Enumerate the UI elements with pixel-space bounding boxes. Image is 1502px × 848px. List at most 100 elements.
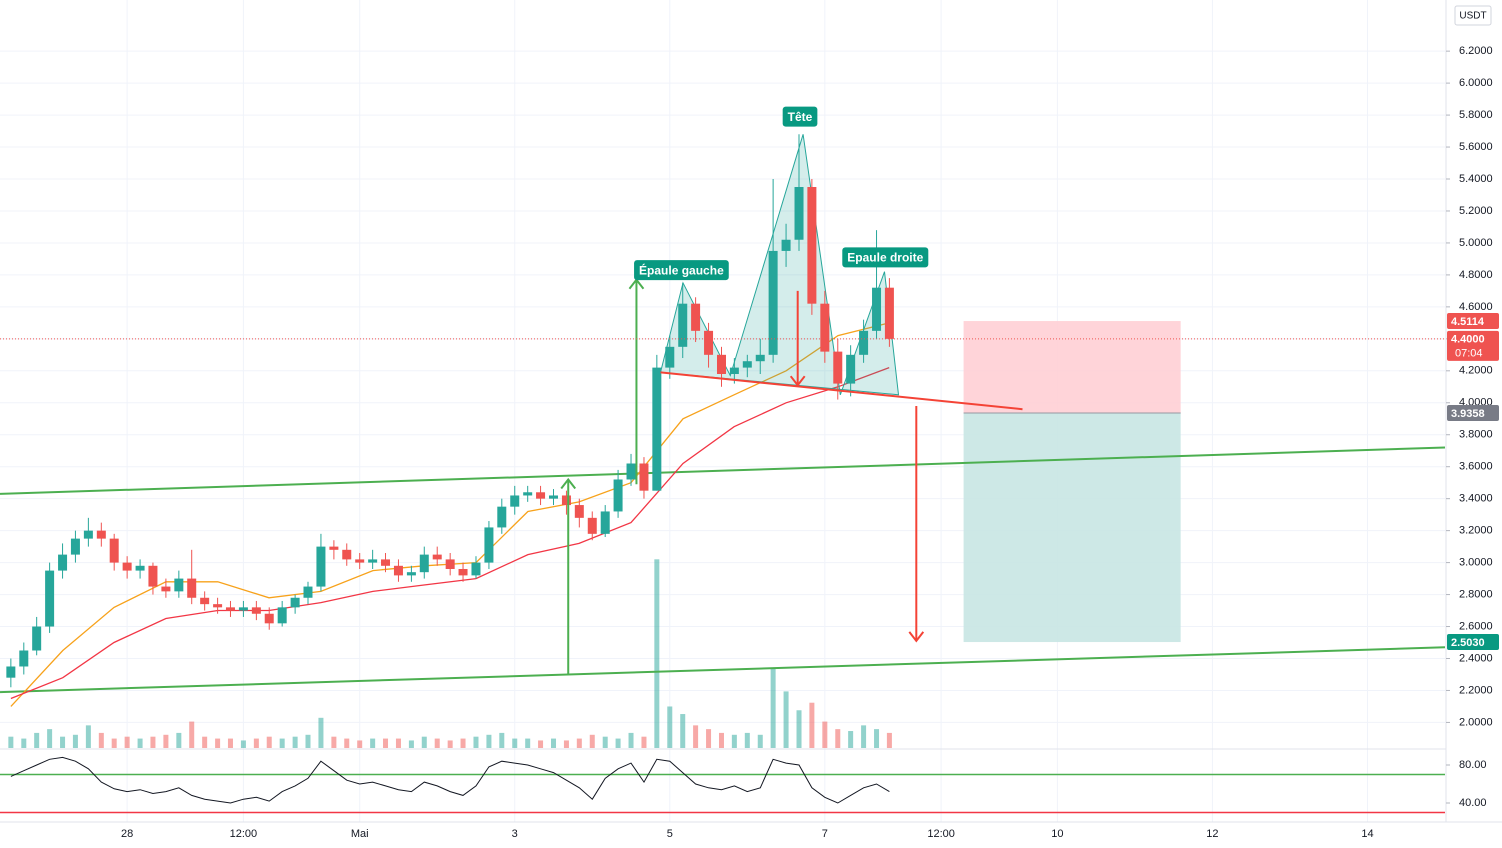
last-price-label-box bbox=[1447, 330, 1499, 361]
candle-body bbox=[148, 565, 158, 587]
candle-body bbox=[6, 666, 16, 678]
candle-body bbox=[316, 546, 326, 587]
candle-body bbox=[561, 495, 571, 506]
candle-body bbox=[510, 495, 520, 507]
candle-body bbox=[639, 463, 649, 491]
volume-bar bbox=[240, 740, 246, 748]
channel-line bbox=[0, 446, 1446, 495]
volume-bar bbox=[189, 721, 195, 748]
candle-body bbox=[755, 354, 765, 362]
volume-bar bbox=[60, 736, 66, 748]
volume-bar bbox=[667, 706, 673, 748]
volume-bar bbox=[227, 738, 233, 748]
y-tick-label: 6.2000 bbox=[1459, 45, 1493, 57]
axis-bg bbox=[1446, 0, 1502, 848]
candle-body bbox=[342, 549, 352, 560]
candle-body bbox=[393, 565, 403, 576]
y-tick-label: 4.8000 bbox=[1459, 269, 1493, 281]
volume-bar bbox=[447, 740, 453, 748]
candle-body bbox=[32, 626, 42, 651]
y-tick-label: 5.6000 bbox=[1459, 141, 1493, 153]
y-tick-label: 3.6000 bbox=[1459, 461, 1493, 473]
candle-body bbox=[45, 570, 55, 627]
volume-bar bbox=[563, 740, 569, 748]
candle-body bbox=[187, 578, 197, 598]
stop-zone bbox=[963, 321, 1181, 414]
candle-body bbox=[277, 607, 287, 624]
volume-bar bbox=[202, 736, 208, 748]
candle-body bbox=[225, 607, 235, 611]
y-tick-label: 5.0000 bbox=[1459, 237, 1493, 249]
candle-body bbox=[238, 607, 248, 611]
x-tick-label: 14 bbox=[1361, 828, 1373, 840]
y-tick-label: 2.8000 bbox=[1459, 588, 1493, 600]
candle-body bbox=[19, 650, 29, 667]
candle-body bbox=[820, 303, 830, 352]
candle-body bbox=[691, 303, 701, 331]
volume-bar bbox=[744, 732, 750, 748]
candle-body bbox=[58, 554, 68, 571]
volume-bar bbox=[460, 738, 466, 748]
target-price-label-box bbox=[1447, 634, 1499, 651]
volume-bar bbox=[576, 738, 582, 748]
target-zone bbox=[963, 413, 1181, 643]
candle-body bbox=[445, 559, 455, 569]
volume-bar bbox=[654, 559, 660, 748]
volume-bar bbox=[292, 736, 298, 748]
candle-body bbox=[523, 492, 533, 496]
last-price-label: 4.4000 bbox=[1451, 334, 1485, 346]
volume-bar bbox=[370, 738, 376, 748]
volume-bar bbox=[473, 736, 479, 748]
candle-body bbox=[846, 354, 856, 384]
y-tick-label: 3.8000 bbox=[1459, 429, 1493, 441]
candle-body bbox=[303, 586, 313, 598]
entry-price-label-box bbox=[1447, 405, 1499, 422]
candle-body bbox=[729, 367, 739, 374]
y-tick-label: 2.2000 bbox=[1459, 684, 1493, 696]
x-tick-label: 10 bbox=[1051, 828, 1063, 840]
candle-body bbox=[884, 287, 894, 339]
volume-bar bbox=[874, 729, 880, 748]
volume-bar bbox=[305, 734, 311, 748]
volume-bar bbox=[886, 732, 892, 748]
candle-body bbox=[200, 597, 210, 605]
volume-bar bbox=[383, 738, 389, 748]
channel-line bbox=[0, 646, 1446, 694]
candle-body bbox=[96, 530, 106, 539]
pattern-label: Tête bbox=[788, 110, 813, 124]
candle-body bbox=[833, 351, 843, 384]
x-tick-label: 7 bbox=[822, 828, 828, 840]
candle-body bbox=[419, 554, 429, 573]
volume-bar bbox=[538, 740, 544, 748]
candle-body bbox=[600, 511, 610, 534]
y-tick-label: 6.0000 bbox=[1459, 77, 1493, 89]
candle-body bbox=[471, 562, 481, 576]
candle-body bbox=[574, 505, 584, 518]
y-tick-label: 2.4000 bbox=[1459, 652, 1493, 664]
volume-bar bbox=[641, 736, 647, 748]
candle-body bbox=[355, 559, 365, 563]
candle-body bbox=[381, 559, 391, 566]
volume-bar bbox=[551, 738, 557, 748]
candle-body bbox=[872, 287, 882, 331]
x-tick-label: 28 bbox=[121, 828, 133, 840]
y-tick-label: 2.6000 bbox=[1459, 620, 1493, 632]
candle-body bbox=[794, 187, 804, 240]
pattern-label: Epaule droite bbox=[847, 250, 923, 264]
volume-bar bbox=[835, 729, 841, 748]
volume-bar bbox=[253, 738, 259, 748]
candle-body bbox=[135, 565, 145, 571]
volume-bar bbox=[85, 725, 91, 748]
volume-bar bbox=[731, 734, 737, 748]
candle-body bbox=[652, 367, 662, 491]
volume-bar bbox=[615, 738, 621, 748]
volume-bar bbox=[602, 736, 608, 748]
volume-bar bbox=[331, 736, 337, 748]
candle-body bbox=[587, 517, 597, 534]
candle-body bbox=[497, 506, 507, 528]
candle-body bbox=[122, 562, 132, 571]
target-price-label: 2.5030 bbox=[1451, 637, 1485, 649]
candle-body bbox=[251, 607, 261, 614]
